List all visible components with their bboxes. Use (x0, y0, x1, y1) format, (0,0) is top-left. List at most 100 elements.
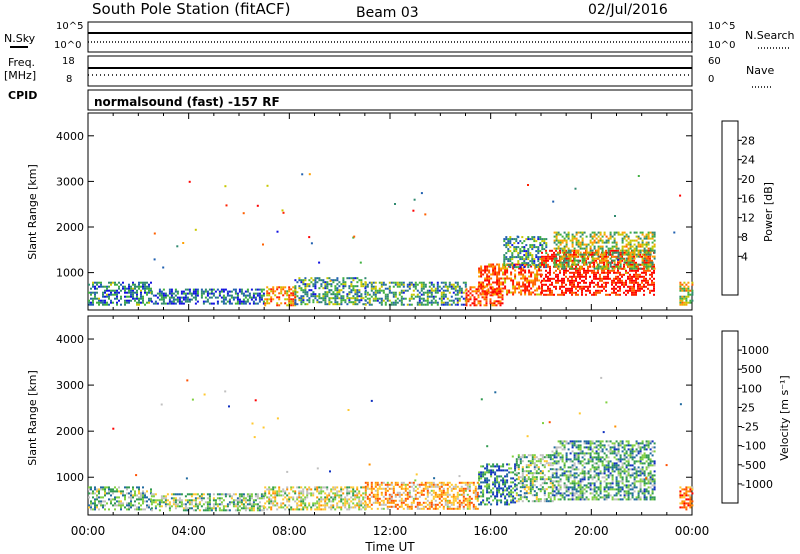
data-cell (484, 503, 487, 506)
data-cell (514, 275, 517, 278)
data-cell (484, 267, 487, 270)
data-cell (535, 456, 538, 459)
data-cell (176, 292, 179, 295)
data-cell (536, 277, 539, 280)
data-cell (629, 265, 632, 268)
data-cell (410, 501, 413, 504)
data-cell (258, 288, 261, 291)
data-cell (346, 486, 349, 489)
data-cell (526, 263, 529, 266)
data-cell (390, 499, 393, 502)
data-cell (506, 469, 509, 472)
data-cell (553, 468, 556, 471)
data-cell (549, 289, 551, 292)
data-cell (420, 301, 423, 304)
data-cell (521, 476, 524, 479)
data-cell (116, 289, 118, 292)
data-cell (324, 301, 327, 304)
data-cell (573, 261, 576, 264)
data-cell (529, 460, 532, 463)
data-cell (595, 275, 597, 278)
data-cell (126, 301, 128, 304)
data-cell (238, 509, 241, 512)
data-cell (549, 265, 551, 268)
data-cell (537, 488, 540, 491)
data-cell (248, 296, 251, 299)
data-cell (436, 493, 439, 496)
data-cell (364, 277, 367, 280)
data-cell (452, 291, 455, 294)
data-cell (537, 236, 540, 239)
data-cell (174, 503, 177, 506)
colorbar-tick-label: 20 (741, 173, 755, 186)
data-cell (617, 231, 620, 234)
data-cell (637, 237, 640, 240)
data-cell (575, 233, 578, 236)
data-cell (559, 241, 562, 244)
data-cell (551, 454, 554, 457)
data-cell (272, 288, 275, 291)
data-cell (581, 255, 583, 258)
data-cell (212, 302, 215, 305)
data-cell (536, 271, 539, 274)
data-cell (567, 237, 570, 240)
power-panel-data (88, 173, 694, 307)
data-cell (513, 264, 516, 267)
data-cell (551, 458, 554, 461)
data-cell (597, 283, 599, 286)
data-cell (468, 507, 471, 510)
data-cell (635, 261, 637, 264)
data-cell (512, 293, 515, 296)
data-cell (645, 265, 648, 268)
data-cell (340, 297, 343, 300)
data-cell (190, 495, 193, 498)
data-cell (290, 292, 293, 295)
data-cell (633, 275, 635, 278)
data-cell (496, 263, 499, 266)
data-cell (206, 501, 209, 504)
data-cell (448, 507, 451, 510)
data-cell (280, 286, 283, 289)
data-cell (356, 303, 359, 306)
data-cell (250, 288, 253, 291)
data-cell (639, 283, 641, 286)
data-cell (625, 281, 627, 284)
data-cell (533, 464, 536, 467)
data-cell (122, 490, 124, 493)
data-cell (438, 495, 441, 498)
data-cell (505, 238, 508, 241)
data-cell (202, 290, 205, 293)
data-cell (687, 293, 690, 296)
data-cell (400, 303, 403, 306)
data-cell (509, 240, 512, 243)
data-cell (260, 505, 263, 508)
data-cell (422, 489, 425, 492)
data-cell (553, 484, 556, 487)
data-cell (372, 487, 375, 490)
data-cell (500, 469, 503, 472)
data-cell (623, 245, 626, 248)
data-cell (382, 507, 385, 510)
data-cell (240, 499, 243, 502)
data-cell (551, 289, 553, 292)
data-cell (458, 297, 461, 300)
data-cell (517, 260, 520, 263)
data-cell (553, 490, 556, 493)
data-cell (561, 261, 564, 264)
data-cell (168, 505, 171, 508)
data-cell (531, 480, 534, 483)
data-cell (579, 275, 581, 278)
data-cell (450, 489, 453, 492)
data-cell (647, 269, 649, 272)
data-cell (633, 281, 635, 284)
data-cell (617, 258, 620, 261)
data-cell (108, 490, 110, 493)
data-cell (104, 508, 106, 511)
data-cell (541, 240, 544, 243)
data-cell (633, 287, 635, 290)
data-cell (689, 299, 692, 302)
data-cell (565, 259, 568, 262)
data-cell (595, 233, 598, 236)
data-cell (543, 460, 546, 463)
data-cell (192, 292, 195, 295)
